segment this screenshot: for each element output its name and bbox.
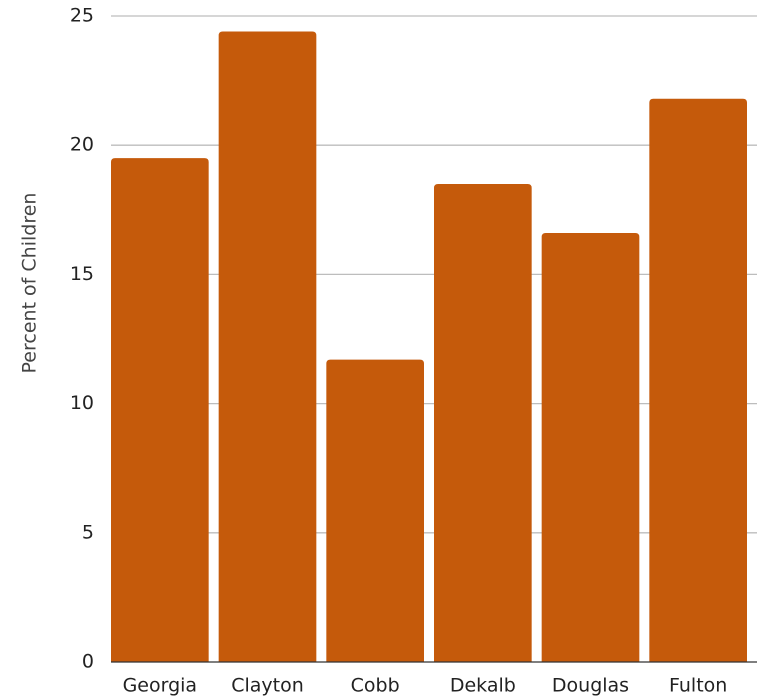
x-tick-label: Fulton bbox=[669, 675, 727, 697]
bar bbox=[649, 99, 747, 662]
bar bbox=[111, 158, 209, 662]
y-tick-label: 20 bbox=[70, 134, 94, 156]
bar bbox=[542, 233, 640, 662]
x-tick-label: Douglas bbox=[552, 675, 629, 697]
y-tick-label: 0 bbox=[82, 651, 94, 673]
x-tick-label: Dekalb bbox=[450, 675, 516, 697]
y-tick-label: 5 bbox=[82, 521, 94, 543]
x-tick-labels: Georgia Clayton Cobb Dekalb Douglas Fulton bbox=[123, 675, 728, 697]
bar bbox=[434, 184, 532, 662]
y-axis-title: Percent of Children bbox=[19, 193, 41, 374]
x-tick-label: Clayton bbox=[231, 675, 304, 697]
bar bbox=[326, 360, 424, 662]
y-tick-label: 15 bbox=[70, 263, 94, 285]
y-tick-label: 10 bbox=[70, 392, 94, 414]
bar bbox=[219, 32, 317, 662]
y-tick-label: 25 bbox=[70, 5, 94, 27]
x-tick-label: Cobb bbox=[351, 675, 400, 697]
x-tick-label: Georgia bbox=[123, 675, 198, 697]
y-tick-labels: 0 5 10 15 20 25 bbox=[70, 5, 94, 673]
bars bbox=[111, 32, 747, 662]
